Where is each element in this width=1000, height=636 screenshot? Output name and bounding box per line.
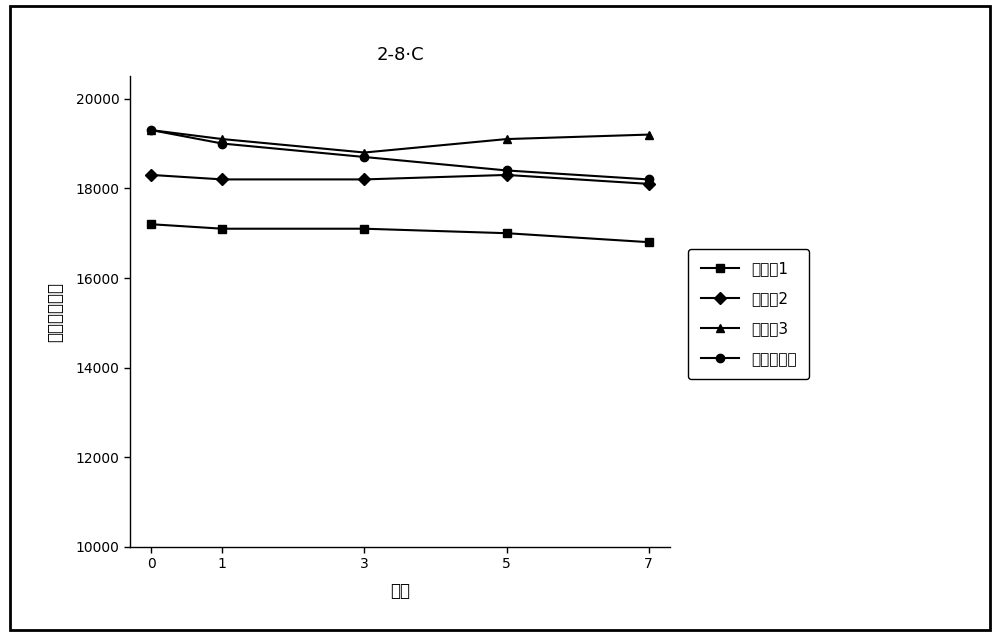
实施例2 bbox=[501, 171, 513, 179]
实施例2 bbox=[145, 171, 157, 179]
Y-axis label: 全自吸光度值: 全自吸光度值 bbox=[46, 282, 64, 342]
Line: 实施例1: 实施例1 bbox=[147, 220, 653, 246]
实施例1 bbox=[643, 238, 655, 246]
实施例2 bbox=[358, 176, 370, 183]
对比实施例 bbox=[145, 127, 157, 134]
实施例2 bbox=[643, 180, 655, 188]
Line: 实施例3: 实施例3 bbox=[147, 126, 653, 156]
X-axis label: 天数: 天数 bbox=[390, 583, 410, 600]
对比实施例 bbox=[501, 167, 513, 174]
Legend: 实施例1, 实施例2, 实施例3, 对比实施例: 实施例1, 实施例2, 实施例3, 对比实施例 bbox=[688, 249, 809, 379]
实施例2 bbox=[216, 176, 228, 183]
实施例3 bbox=[501, 135, 513, 143]
Title: 2-8·C: 2-8·C bbox=[376, 46, 424, 64]
实施例3 bbox=[643, 131, 655, 139]
实施例3 bbox=[145, 127, 157, 134]
实施例1 bbox=[145, 221, 157, 228]
对比实施例 bbox=[358, 153, 370, 161]
实施例1 bbox=[216, 225, 228, 233]
Line: 实施例2: 实施例2 bbox=[147, 170, 653, 188]
实施例1 bbox=[358, 225, 370, 233]
Line: 对比实施例: 对比实施例 bbox=[147, 126, 653, 184]
对比实施例 bbox=[643, 176, 655, 183]
实施例3 bbox=[216, 135, 228, 143]
对比实施例 bbox=[216, 140, 228, 148]
实施例3 bbox=[358, 149, 370, 156]
实施例1 bbox=[501, 230, 513, 237]
